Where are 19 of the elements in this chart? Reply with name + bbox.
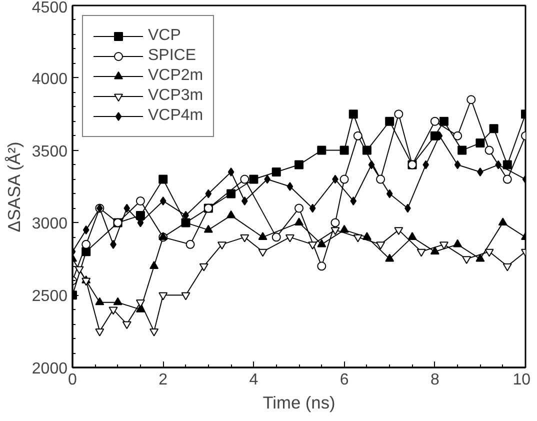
legend-label: VCP3m	[148, 87, 204, 105]
x-tick-label: 2	[158, 372, 168, 388]
legend-label: VCP4m	[148, 107, 204, 125]
x-tick-label: 6	[340, 372, 349, 388]
x-axis-title: Time (ns)	[262, 392, 336, 412]
y-tick-label: 4500	[32, 0, 68, 16]
y-tick-label: 4000	[32, 70, 68, 88]
x-tick-label: 8	[430, 372, 440, 388]
legend-label: VCP	[148, 27, 181, 45]
x-tick-label: 10	[512, 372, 531, 388]
legend-label: VCP2m	[148, 67, 204, 85]
y-tick-label: 3000	[32, 216, 68, 233]
x-tick-label: 4	[249, 372, 258, 388]
y-tick-label: 2000	[32, 360, 68, 378]
legend-label: SPICE	[148, 47, 196, 65]
y-tick-label: 2500	[32, 288, 68, 306]
x-tick-label: 0	[68, 372, 78, 388]
y-axis-title: ΔSASA (Å²)	[4, 142, 24, 232]
y-tick-label: 3500	[32, 143, 68, 160]
